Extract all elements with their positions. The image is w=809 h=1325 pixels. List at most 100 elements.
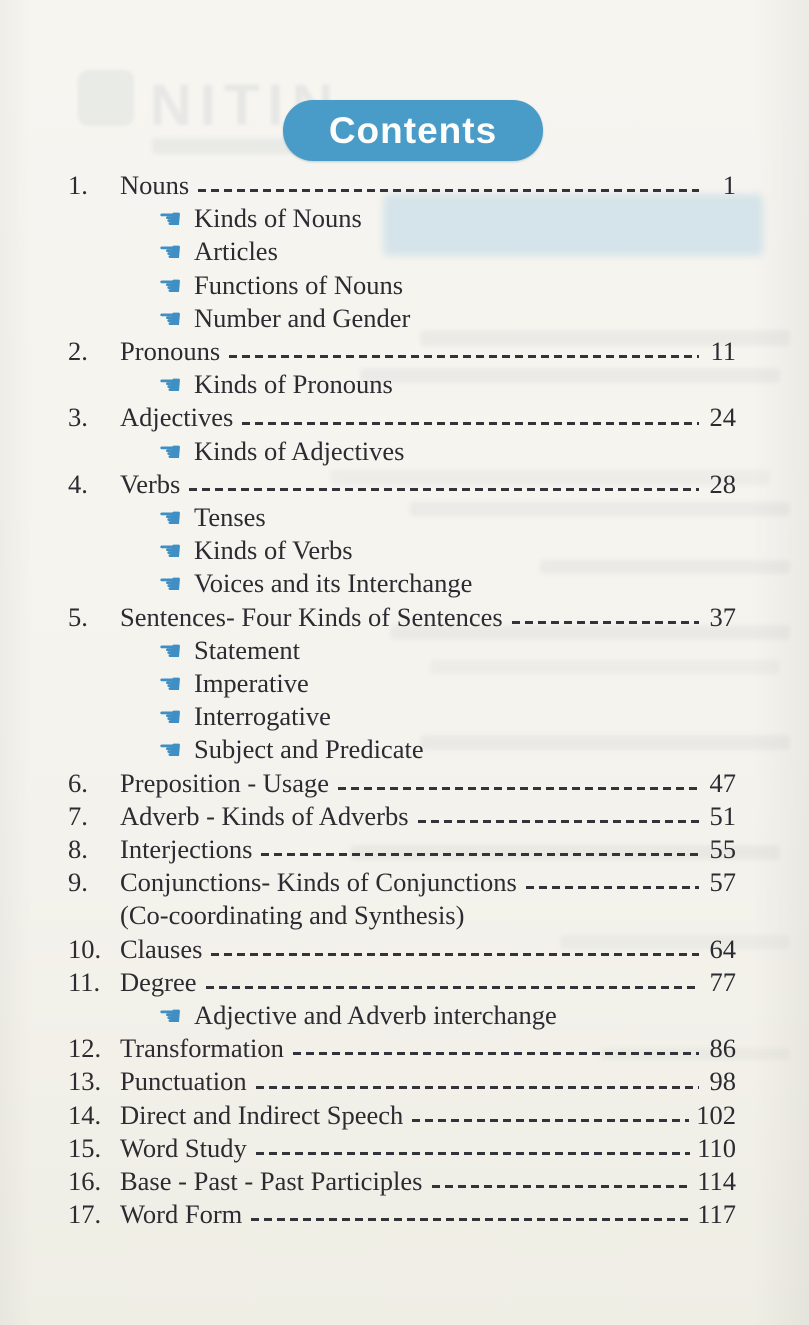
toc-subentry-label: Articles	[194, 236, 278, 267]
toc-entry: 7. Adverb - Kinds of Adverbs 51	[68, 800, 736, 833]
toc-entry-page-number: 37	[709, 601, 737, 632]
dashed-leader	[338, 786, 699, 790]
dashed-leader	[242, 421, 699, 425]
pointer-hand-icon: ☚	[158, 303, 183, 335]
toc-entry-number: 12.	[68, 1033, 102, 1064]
toc-entry-title: Base - Past - Past Participles	[120, 1166, 423, 1197]
toc-entry: 16. Base - Past - Past Participles 114	[68, 1165, 736, 1198]
toc-entry-page-number: 98	[709, 1066, 737, 1097]
bleed-through-text	[420, 330, 790, 346]
toc-subentry: ☚ Subject and Predicate	[68, 733, 736, 766]
bleed-through-text	[330, 470, 770, 485]
toc-entry-page-number: 11	[710, 336, 736, 367]
dashed-leader	[511, 620, 699, 624]
toc-subentry: ☚ Articles	[68, 235, 736, 268]
toc-entry-page-number: 110	[697, 1132, 736, 1163]
toc-subentry-label: Kinds of Verbs	[194, 535, 353, 566]
toc-entry-page-number: 114	[697, 1166, 736, 1197]
toc-entry-page-number: 55	[709, 834, 737, 865]
toc-subentry-label: Kinds of Nouns	[194, 203, 362, 234]
bleed-through-text	[350, 845, 780, 860]
toc-subentry-label: Subject and Predicate	[194, 734, 424, 765]
toc-subentry: ☚ Voices and its Interchange	[68, 567, 736, 600]
toc-entry-page-number: 77	[709, 966, 737, 997]
page-title: Contents	[328, 109, 498, 151]
toc-entry: 2. Pronouns 11	[68, 335, 736, 368]
toc-entry: 15. Word Study 110	[68, 1132, 736, 1165]
toc-subentry-label: Statement	[194, 634, 300, 665]
toc-entry-page-number: 51	[709, 800, 737, 831]
toc-entry-title: Word Form	[120, 1199, 243, 1230]
publisher-logo-watermark	[78, 70, 134, 126]
pointer-hand-icon: ☚	[158, 270, 183, 302]
pointer-hand-icon: ☚	[158, 503, 183, 535]
toc-entry-number: 2.	[68, 336, 88, 367]
toc-subentry: ☚ Interrogative	[68, 700, 736, 733]
toc-entry-number: 14.	[68, 1099, 102, 1130]
toc-entry: 3. Adjectives 24	[68, 401, 736, 434]
toc-entry-number: 3.	[68, 402, 88, 433]
toc-entry-number: 9.	[68, 867, 88, 898]
toc-entry: 6. Preposition - Usage 47	[68, 767, 736, 800]
toc-subentry: ☚ Kinds of Verbs	[68, 534, 736, 567]
toc-entry: 11. Degree 77	[68, 966, 736, 999]
toc-entry-page-number: 86	[709, 1033, 737, 1064]
bleed-through-text	[560, 935, 790, 949]
dashed-leader	[255, 1085, 699, 1089]
toc-subentry: ☚ Adjective and Adverb interchange	[68, 999, 736, 1032]
toc-entry-page-number: 28	[709, 468, 737, 499]
toc-entry-title: Interjections	[120, 834, 253, 865]
pointer-hand-icon: ☚	[158, 204, 183, 236]
toc-entry: 4. Verbs 28	[68, 468, 736, 501]
pointer-hand-icon: ☚	[158, 635, 183, 667]
toc-entry-page-number: 1	[722, 170, 736, 200]
pointer-hand-icon: ☚	[158, 735, 183, 767]
bleed-through-highlight-band	[383, 194, 763, 256]
bleed-through-text	[410, 502, 790, 516]
toc-entry-continuation-text: (Co-coordinating and Synthesis)	[120, 900, 465, 931]
dashed-leader	[229, 355, 699, 359]
toc-entry: 1. Nouns 1	[68, 169, 736, 202]
bleed-through-text	[420, 735, 790, 750]
toc-entry-title: Word Study	[120, 1132, 247, 1163]
toc-entry-title: Sentences- Four Kinds of Sentences	[120, 601, 503, 632]
toc-subentry: ☚ Kinds of Adjectives	[68, 435, 736, 468]
toc-entry-title: Clauses	[120, 933, 203, 964]
toc-entry-page-number: 57	[709, 867, 737, 898]
toc-entry-page-number: 117	[697, 1199, 736, 1230]
toc-entry: 8. Interjections 55	[68, 833, 736, 866]
pointer-hand-icon: ☚	[158, 702, 183, 734]
bleed-through-text	[540, 560, 790, 574]
toc-subentry: ☚ Functions of Nouns	[68, 269, 736, 302]
pointer-hand-icon: ☚	[158, 237, 183, 269]
toc-subentry: ☚ Number and Gender	[68, 302, 736, 335]
toc-entry-title: Adverb - Kinds of Adverbs	[120, 800, 409, 831]
contents-title-badge: Contents	[283, 100, 543, 161]
pointer-hand-icon: ☚	[158, 1001, 183, 1033]
pointer-hand-icon: ☚	[158, 569, 183, 601]
dashed-leader	[412, 1118, 690, 1122]
pointer-hand-icon: ☚	[158, 536, 183, 568]
toc-entry-title: Preposition - Usage	[120, 767, 330, 798]
toc-entry-page-number: 24	[709, 402, 737, 433]
toc-entry-title: Nouns	[120, 170, 190, 200]
toc-subentry-label: Kinds of Adjectives	[194, 435, 405, 466]
toc-subentry-label: Interrogative	[194, 701, 331, 732]
toc-entry-number: 5.	[68, 601, 88, 632]
table-of-contents: 1. Nouns 1 ☚ Kinds of Nouns ☚ Articles ☚…	[68, 169, 736, 1232]
toc-entry: 17. Word Form 117	[68, 1198, 736, 1231]
pointer-hand-icon: ☚	[158, 669, 183, 701]
toc-entry: 5. Sentences- Four Kinds of Sentences 37	[68, 601, 736, 634]
toc-entry-number: 10.	[68, 933, 102, 964]
toc-entry: 14. Direct and Indirect Speech 102	[68, 1099, 736, 1132]
toc-subentry: ☚ Tenses	[68, 501, 736, 534]
dashed-leader	[292, 1052, 699, 1056]
toc-entry-page-number: 64	[709, 933, 737, 964]
toc-subentry-label: Voices and its Interchange	[194, 568, 473, 599]
toc-subentry-label: Imperative	[194, 668, 309, 699]
toc-entry-number: 11.	[68, 966, 101, 997]
toc-entry-title: Verbs	[120, 468, 181, 499]
toc-entry-title: Pronouns	[120, 336, 221, 367]
toc-subentry-label: Number and Gender	[194, 302, 411, 333]
